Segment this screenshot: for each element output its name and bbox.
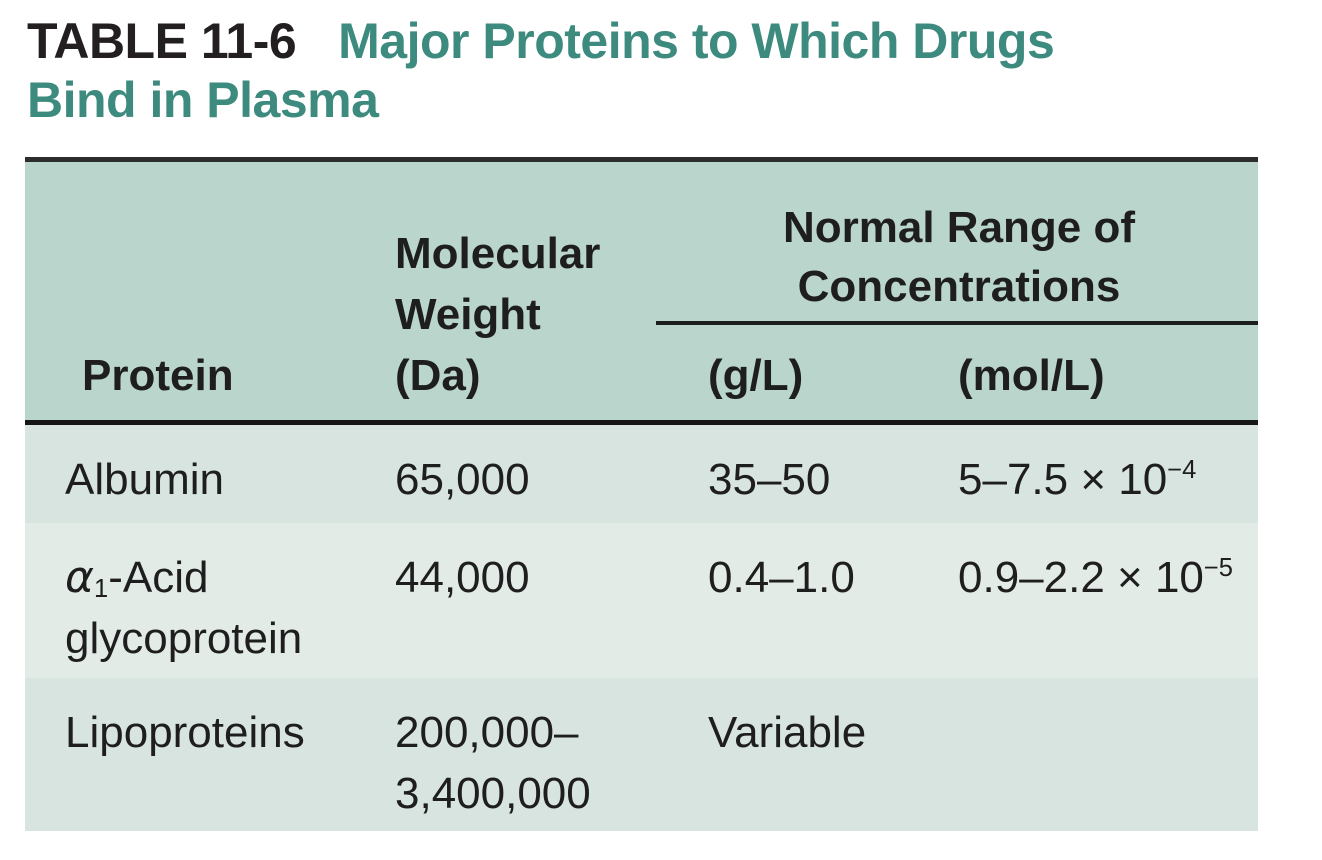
header-sub-labels: (g/L) (mol/L) xyxy=(660,325,1258,420)
table-row-albumin: Albumin 65,000 35–50 5–7.5 × 10−4 xyxy=(25,425,1258,523)
cell-molecular-weight: 200,000– 3,400,000 xyxy=(395,708,591,818)
table-row-lipoproteins: Lipoproteins 200,000– 3,400,000 Variable xyxy=(25,678,1258,831)
cell-molecular-weight: 65,000 xyxy=(395,455,530,504)
mol-value-exponent: −4 xyxy=(1167,456,1197,485)
cell-molecular-weight: 44,000 xyxy=(395,553,530,602)
header-span-title: Normal Range of Concentrations xyxy=(782,203,1136,311)
mol-value-base: 0.9–2.2 × 10 xyxy=(958,553,1204,602)
data-table: Protein Molecular Weight (Da) Normal Ran… xyxy=(25,157,1258,831)
table-title-line1: TABLE 11-6 Major Proteins to Which Drugs xyxy=(27,12,1307,71)
header-span-rule xyxy=(656,321,1258,325)
cell-gl: 0.4–1.0 xyxy=(708,553,855,602)
mol-value-exponent: −5 xyxy=(1203,554,1233,583)
protein-name-rest: -Acid glycoprotein xyxy=(65,553,303,663)
alpha-symbol: α xyxy=(65,552,95,603)
table-number-label: TABLE 11-6 xyxy=(27,13,297,69)
table-header-row: Protein Molecular Weight (Da) Normal Ran… xyxy=(25,162,1258,420)
table-title-text: Major Proteins to Which Drugs xyxy=(338,13,1055,69)
table-header-rule xyxy=(25,420,1258,425)
table-title: TABLE 11-6 Major Proteins to Which Drugs … xyxy=(27,12,1307,130)
header-cell-gl: (g/L) xyxy=(708,351,804,400)
header-cell-protein: Protein xyxy=(82,351,234,400)
cell-protein: Lipoproteins xyxy=(65,708,305,757)
cell-mol xyxy=(925,678,1258,831)
cell-protein: Albumin xyxy=(65,455,224,504)
cell-gl: Variable xyxy=(708,708,867,757)
header-cell-mol: (mol/L) xyxy=(958,351,1105,400)
cell-protein: α1-Acid glycoprotein xyxy=(25,523,360,678)
table-row-a1-acid-glycoprotein: α1-Acid glycoprotein 44,000 0.4–1.0 0.9–… xyxy=(25,523,1258,678)
header-span-normal-range: Normal Range of Concentrations (g/L) (mo… xyxy=(656,162,1258,420)
cell-mol: 5–7.5 × 10−4 xyxy=(925,425,1258,523)
alpha-subscript: 1 xyxy=(94,574,109,603)
table-top-rule xyxy=(25,157,1258,162)
cell-mol: 0.9–2.2 × 10−5 xyxy=(925,523,1258,678)
cell-gl: 35–50 xyxy=(708,455,831,504)
mol-value-base: 5–7.5 × 10 xyxy=(958,455,1168,504)
header-cell-molecular-weight: Molecular Weight (Da) xyxy=(395,229,601,400)
table-title-line2: Bind in Plasma xyxy=(27,72,379,128)
